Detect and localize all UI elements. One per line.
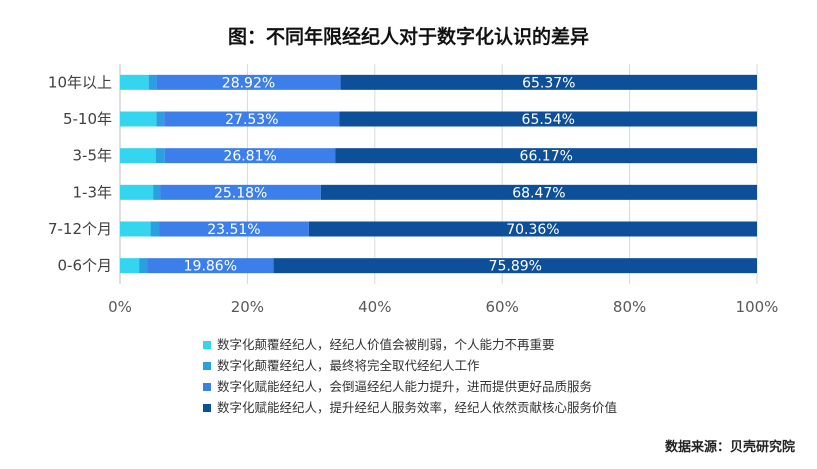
- legend-item-4: 数字化赋能经纪人，提升经纪人服务效率，经纪人依然贡献核心服务价值: [203, 397, 617, 418]
- bar-segment-2: [148, 74, 157, 90]
- bar-segment-1: [120, 74, 149, 90]
- chart-legend: 数字化颠覆经纪人，经纪人价值会被削弱，个人能力不再重要 数字化颠覆经纪人，最终将…: [203, 334, 617, 418]
- data-label: 75.89%: [489, 259, 542, 275]
- data-label: 68.47%: [512, 185, 565, 201]
- bar-segment-3: [164, 148, 336, 164]
- data-label: 28.92%: [222, 75, 275, 91]
- legend-item-2: 数字化颠覆经纪人，最终将完全取代经纪人工作: [203, 355, 617, 376]
- legend-label-2: 数字化颠覆经纪人，最终将完全取代经纪人工作: [217, 358, 480, 373]
- legend-swatch-1: [203, 340, 211, 349]
- bar-segment-2: [150, 221, 160, 237]
- bar-segment-3: [156, 74, 341, 90]
- legend-item-3: 数字化赋能经纪人，会倒逼经纪人能力提升，进而提供更好品质服务: [203, 376, 617, 397]
- bar-segment-1: [120, 184, 154, 200]
- bar-segment-3: [147, 258, 274, 274]
- legend-swatch-4: [203, 403, 211, 412]
- legend-label-1: 数字化颠覆经纪人，经纪人价值会被削弱，个人能力不再重要: [217, 337, 555, 352]
- category-label: 5-10年: [63, 110, 112, 128]
- bar-segment-3: [164, 111, 340, 127]
- bar-segment-2: [139, 258, 148, 274]
- legend-swatch-2: [203, 361, 211, 370]
- bar-segment-1: [120, 258, 140, 274]
- bar-segment-2: [153, 184, 161, 200]
- data-label: 26.81%: [223, 149, 276, 165]
- bar-segment-4: [308, 221, 757, 237]
- x-tick-label: 20%: [231, 298, 264, 316]
- category-label: 0-6个月: [58, 257, 113, 275]
- chart-title: 图：不同年限经纪人对于数字化认识的差异: [227, 26, 589, 48]
- x-tick-label: 60%: [486, 298, 519, 316]
- bar-segment-2: [156, 111, 165, 127]
- bar-segment-1: [120, 148, 156, 164]
- category-label: 10年以上: [48, 73, 112, 91]
- bar-segment-4: [320, 184, 757, 200]
- category-label: 3-5年: [73, 147, 113, 165]
- x-tick-label: 100%: [736, 298, 779, 316]
- bar-segment-1: [120, 221, 151, 237]
- bar-segment-3: [160, 184, 321, 200]
- bar-segment-2: [155, 148, 165, 164]
- data-label: 65.54%: [522, 112, 575, 128]
- legend-swatch-3: [203, 382, 211, 391]
- category-label: 7-12个月: [48, 220, 112, 238]
- data-label: 25.18%: [214, 185, 267, 201]
- bar-segment-4: [335, 148, 757, 164]
- data-label: 19.86%: [184, 259, 237, 275]
- bar-segment-3: [159, 221, 309, 237]
- data-label: 66.17%: [520, 149, 573, 165]
- category-label: 1-3年: [73, 183, 113, 201]
- legend-label-4: 数字化赋能经纪人，提升经纪人服务效率，经纪人依然贡献核心服务价值: [217, 400, 618, 415]
- legend-label-3: 数字化赋能经纪人，会倒逼经纪人能力提升，进而提供更好品质服务: [217, 379, 593, 394]
- legend-item-1: 数字化颠覆经纪人，经纪人价值会被削弱，个人能力不再重要: [203, 334, 617, 355]
- x-tick-label: 0%: [108, 298, 132, 316]
- x-tick-label: 40%: [358, 298, 391, 316]
- bar-segment-4: [339, 111, 757, 127]
- data-label: 70.36%: [506, 222, 559, 238]
- bar-segment-1: [120, 111, 157, 127]
- data-label: 65.37%: [522, 75, 575, 91]
- data-label: 23.51%: [207, 222, 260, 238]
- data-source: 数据来源：贝壳研究院: [664, 440, 795, 455]
- data-label: 27.53%: [225, 112, 278, 128]
- x-tick-label: 80%: [613, 298, 646, 316]
- bar-segment-4: [340, 74, 757, 90]
- bar-segment-4: [273, 258, 757, 274]
